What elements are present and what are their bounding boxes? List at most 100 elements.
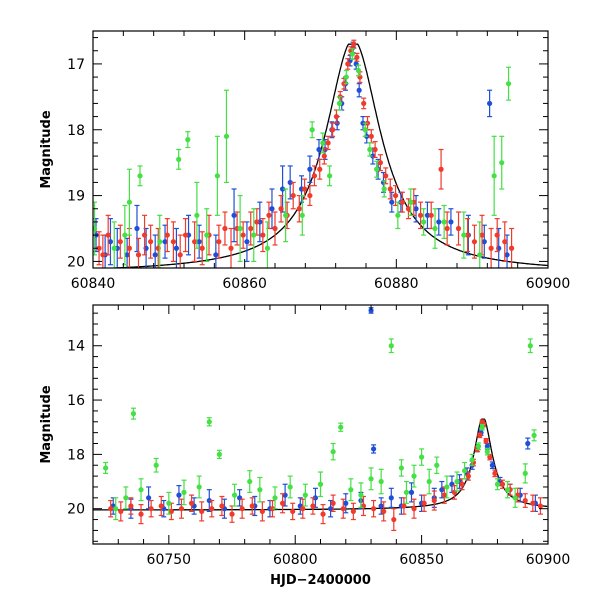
marker [358,492,364,498]
data-point [413,194,419,223]
marker [173,245,180,251]
data-point [368,467,374,491]
marker [401,503,407,509]
marker [432,225,438,232]
plot-area [93,307,548,532]
marker [260,232,266,238]
marker [525,440,531,447]
data-point [398,459,404,477]
marker [279,500,286,506]
bottom-panel: 60750 60800 60850 60900 14 16 18 20 Magnitude HJD… [39,304,570,588]
marker [459,481,465,487]
marker [484,449,490,455]
marker [351,41,357,47]
data-point [525,437,531,450]
data-point [229,505,235,523]
data-point [488,227,494,268]
marker [138,511,144,517]
data-point [290,181,296,210]
y-axis-title: Magnitude [39,110,54,189]
data-point [439,480,445,499]
x-tick-label: 60880 [374,276,419,292]
data-point [484,447,490,456]
marker [392,192,399,199]
data-point [481,224,487,259]
data-point [370,499,377,518]
marker [471,239,478,245]
data-point [477,221,483,268]
data-point [137,165,143,187]
data-point [388,487,394,508]
data-point [492,469,498,478]
marker [345,61,351,67]
marker [231,492,238,498]
marker [204,232,210,238]
marker [266,212,272,218]
marker [483,438,489,444]
data-point [477,432,483,439]
data-point [340,498,346,519]
marker [530,500,536,506]
data-point [428,201,434,230]
marker [333,113,340,120]
marker [350,508,356,515]
marker [327,173,333,179]
marker [325,140,331,146]
marker [487,454,493,460]
marker [403,489,410,495]
marker [311,173,318,179]
marker [499,160,505,166]
data-point [343,493,349,514]
data-point [465,218,471,253]
marker [321,153,327,159]
y-tick-label: 20 [67,502,85,518]
marker [505,81,512,87]
marker [206,497,212,504]
data-point [100,234,106,268]
data-point [279,493,286,514]
marker [158,503,164,509]
marker [336,100,343,107]
data-point [356,83,362,98]
data-point [177,234,183,268]
marker [421,500,427,506]
marker [244,239,250,245]
data-point [336,96,343,111]
marker [454,478,460,485]
data-point [330,122,336,137]
data-point [361,97,367,110]
marker [272,495,278,501]
data-point [448,208,454,236]
data-point [527,338,533,354]
data-point [266,201,272,230]
data-point [96,231,102,266]
marker [421,219,427,225]
marker [300,506,306,512]
data-point [436,208,442,236]
data-point [381,501,387,522]
marker [348,487,354,493]
data-point [257,476,263,503]
marker [413,206,419,212]
series-2 [103,338,537,521]
marker [137,173,143,179]
marker [408,489,415,495]
data-point [93,201,98,256]
data-point [146,486,152,510]
marker [192,239,198,245]
data-point [237,194,243,263]
marker [176,492,182,498]
marker [362,127,368,133]
marker [269,506,276,512]
series-0 [110,307,538,519]
data-point [264,221,271,268]
marker [465,473,471,479]
marker [431,497,437,504]
marker [162,239,168,245]
data-point [487,89,493,118]
data-point [239,498,245,519]
data-point [298,175,305,203]
data-point [330,442,336,461]
data-point [206,417,212,427]
data-point [185,131,191,149]
